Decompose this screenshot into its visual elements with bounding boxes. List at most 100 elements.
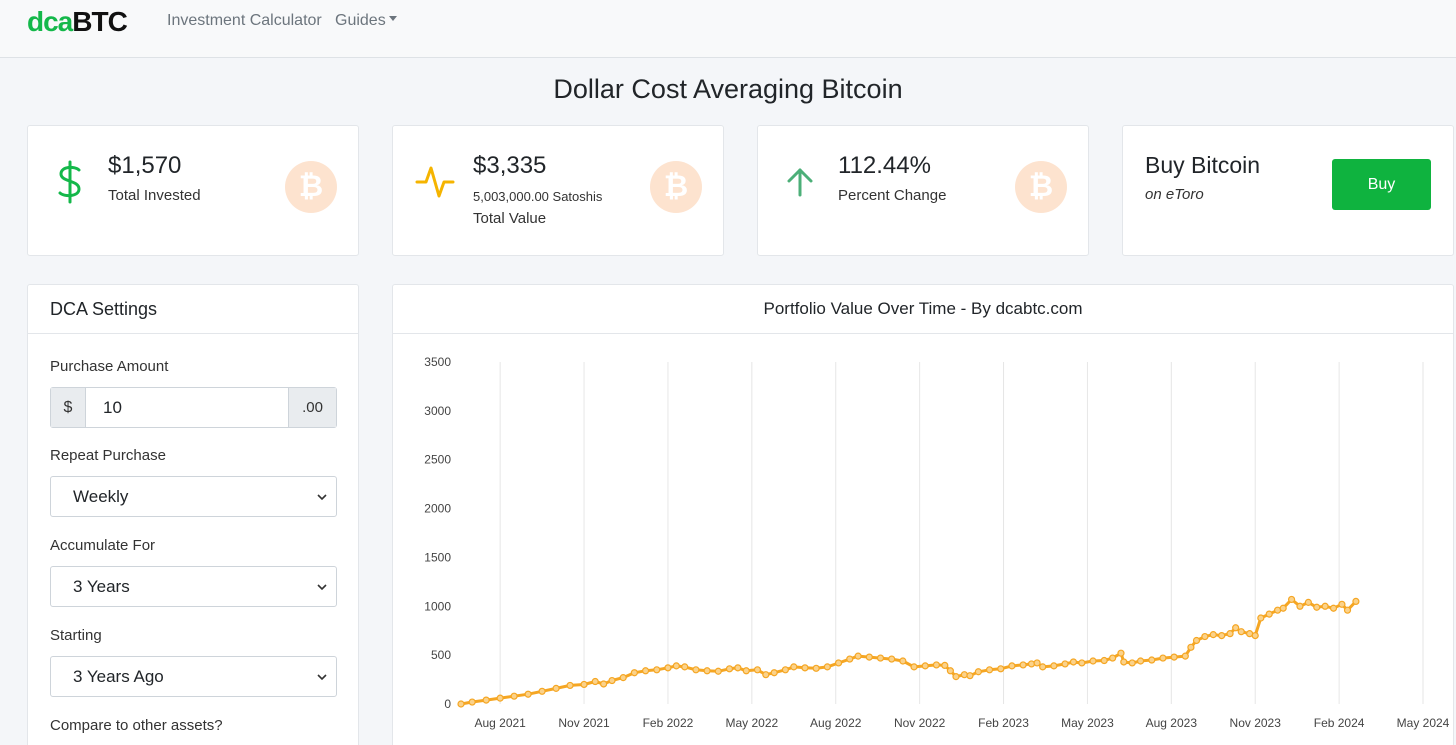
- data-point: [1089, 657, 1097, 665]
- data-point: [770, 669, 778, 677]
- dca-settings-card: DCA Settings Purchase Amount $ .00 Repea…: [27, 284, 359, 745]
- chevron-down-icon: [317, 494, 327, 501]
- buy-bitcoin-subtitle: on eToro: [1145, 186, 1204, 203]
- accumulate-for-value: 3 Years: [73, 577, 130, 596]
- currency-prefix: $: [51, 388, 86, 427]
- percent-change-value: 112.44%: [838, 152, 931, 179]
- data-point: [1265, 610, 1273, 618]
- chart-title: Portfolio Value Over Time - By dcabtc.co…: [763, 299, 1083, 318]
- brand-part-btc: BTC: [72, 6, 128, 37]
- accumulate-for-label: Accumulate For: [50, 537, 156, 554]
- buy-button[interactable]: Buy: [1332, 159, 1431, 210]
- starting-select[interactable]: 3 Years Ago: [50, 656, 337, 697]
- x-tick-label: Aug 2023: [1146, 716, 1198, 730]
- starting-value: 3 Years Ago: [73, 667, 164, 686]
- x-tick-label: Aug 2022: [810, 716, 862, 730]
- brand-logo[interactable]: dcaBTC: [27, 6, 128, 38]
- data-point: [966, 672, 974, 680]
- data-point: [1061, 660, 1069, 668]
- data-point: [823, 663, 831, 671]
- nav-investment-calculator[interactable]: Investment Calculator: [167, 12, 322, 29]
- x-tick-label: Feb 2022: [643, 716, 694, 730]
- data-point: [552, 684, 560, 692]
- buy-bitcoin-card: Buy Bitcoin on eToro Buy: [1122, 125, 1454, 256]
- data-point: [482, 696, 490, 704]
- data-point: [997, 665, 1005, 673]
- total-value-amount: $3,335: [473, 152, 547, 179]
- data-point: [580, 680, 588, 689]
- stat-card-total-value: $3,335 5,003,000.00 Satoshis Total Value…: [392, 125, 724, 256]
- bitcoin-icon: ₿: [1015, 161, 1067, 213]
- data-point: [1027, 660, 1036, 668]
- data-point: [1343, 606, 1352, 614]
- data-point: [1108, 654, 1117, 662]
- data-point: [1218, 632, 1226, 640]
- data-point: [941, 661, 949, 670]
- dca-settings-header: DCA Settings: [50, 299, 158, 319]
- data-point: [653, 666, 661, 674]
- stat-card-total-invested: $1,570 Total Invested ₿: [27, 125, 359, 256]
- data-point: [1069, 658, 1078, 666]
- divider: [393, 333, 1453, 334]
- repeat-purchase-select[interactable]: Weekly: [50, 476, 337, 517]
- data-point: [846, 655, 854, 663]
- data-point: [1187, 643, 1195, 651]
- data-point: [1352, 597, 1360, 605]
- data-point: [1078, 659, 1086, 667]
- data-point: [974, 668, 982, 676]
- data-point: [672, 662, 680, 670]
- data-point: [781, 666, 790, 674]
- nav-guides-dropdown[interactable]: Guides: [335, 12, 397, 30]
- nav-guides-label: Guides: [335, 12, 386, 29]
- data-point: [1338, 600, 1346, 608]
- data-point: [932, 661, 941, 669]
- x-tick-label: Nov 2023: [1230, 716, 1282, 730]
- x-tick-label: May 2024: [1397, 716, 1450, 730]
- data-point: [1287, 595, 1296, 604]
- data-point: [1117, 649, 1125, 657]
- data-point: [742, 667, 750, 675]
- data-point: [1159, 654, 1167, 662]
- accumulate-for-select[interactable]: 3 Years: [50, 566, 337, 607]
- repeat-purchase-label: Repeat Purchase: [50, 447, 166, 464]
- data-point: [641, 667, 650, 675]
- data-point: [714, 667, 722, 675]
- satoshis-amount: 5,003,000.00 Satoshis: [473, 189, 603, 204]
- data-point: [899, 657, 907, 665]
- data-point: [457, 700, 465, 708]
- data-point: [985, 666, 994, 674]
- data-point: [960, 671, 968, 679]
- purchase-amount-label: Purchase Amount: [50, 358, 169, 375]
- data-point: [681, 663, 689, 671]
- data-point: [703, 667, 711, 675]
- data-point: [834, 659, 843, 667]
- data-point: [1304, 598, 1312, 606]
- data-point: [801, 664, 809, 672]
- data-point: [524, 690, 532, 698]
- arrow-up-icon: [787, 168, 813, 197]
- x-tick-label: Nov 2022: [894, 716, 946, 730]
- data-point: [619, 674, 627, 682]
- bitcoin-icon: ₿: [285, 161, 337, 213]
- compare-assets-label: Compare to other assets?: [50, 717, 223, 734]
- data-point: [1279, 604, 1287, 612]
- total-invested-label: Total Invested: [108, 187, 201, 204]
- data-point: [1313, 603, 1321, 611]
- total-invested-value: $1,570: [108, 152, 182, 179]
- x-tick-label: Feb 2023: [978, 716, 1029, 730]
- data-point: [910, 663, 918, 671]
- brand-part-dca: dca: [27, 6, 73, 37]
- data-point: [1237, 628, 1245, 636]
- data-point: [1039, 663, 1047, 671]
- purchase-amount-input[interactable]: [87, 388, 288, 427]
- percent-change-label: Percent Change: [838, 187, 947, 204]
- data-point: [1128, 659, 1136, 667]
- y-tick-label: 1500: [424, 550, 451, 564]
- data-point: [854, 652, 862, 660]
- data-point: [608, 676, 616, 685]
- data-point: [753, 666, 762, 674]
- data-point: [664, 664, 672, 672]
- data-point: [600, 680, 608, 688]
- data-point: [468, 698, 476, 706]
- data-point: [812, 664, 820, 672]
